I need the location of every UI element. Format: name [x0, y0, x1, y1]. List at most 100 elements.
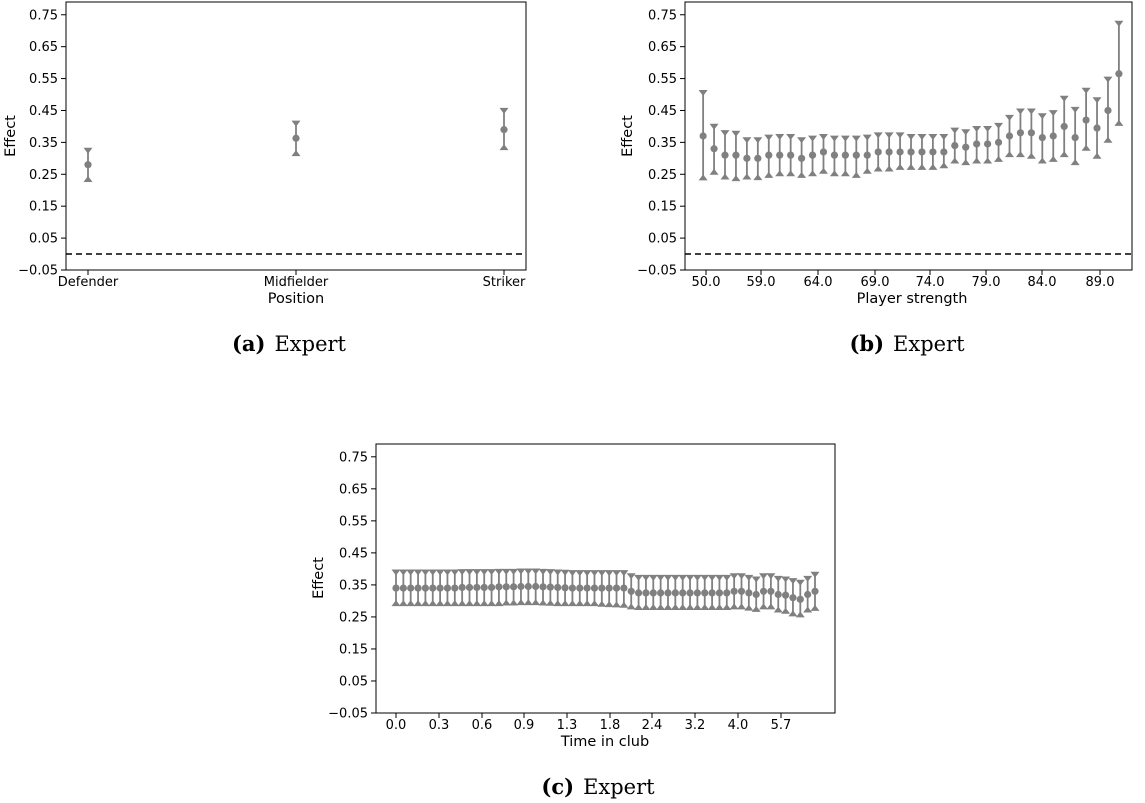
- upper-cap: [851, 135, 861, 142]
- data-point: [1049, 132, 1057, 140]
- x-tick-label: 5.7: [771, 718, 792, 733]
- lower-cap: [589, 600, 599, 607]
- x-tick-label: Midfielder: [264, 275, 329, 290]
- x-tick-label: 1.3: [557, 718, 578, 733]
- y-tick-label: 0.15: [29, 200, 58, 215]
- y-tick-label: 0.15: [648, 200, 677, 215]
- lower-cap: [472, 600, 482, 607]
- data-point: [737, 587, 746, 595]
- lower-cap: [494, 600, 504, 607]
- data-point: [292, 134, 300, 142]
- data-point: [973, 140, 981, 148]
- lower-cap: [612, 601, 622, 608]
- upper-cap: [531, 568, 541, 575]
- y-tick-label: 0.25: [648, 168, 677, 183]
- x-tick-label: 84.0: [1028, 275, 1057, 290]
- lower-cap: [972, 157, 982, 164]
- data-point: [852, 151, 860, 159]
- x-tick-label: 79.0: [972, 275, 1001, 290]
- upper-cap: [663, 574, 673, 581]
- data-point: [754, 154, 762, 162]
- lower-cap: [648, 603, 658, 610]
- lower-cap: [619, 601, 629, 608]
- lower-cap: [406, 600, 416, 607]
- lower-cap: [291, 150, 301, 157]
- lower-cap: [714, 603, 724, 610]
- y-tick-label: 0.75: [29, 8, 58, 23]
- lower-cap: [523, 599, 533, 606]
- data-point: [634, 589, 643, 597]
- lower-cap: [413, 600, 423, 607]
- data-point: [407, 584, 415, 592]
- lower-cap: [759, 603, 769, 610]
- upper-cap: [873, 132, 883, 139]
- data-point: [679, 589, 687, 597]
- upper-cap: [457, 569, 467, 576]
- upper-cap: [994, 122, 1004, 129]
- data-point: [797, 154, 806, 162]
- upper-cap: [523, 568, 533, 575]
- lower-cap: [994, 155, 1004, 162]
- upper-cap: [1081, 87, 1091, 94]
- lower-cap: [531, 599, 541, 606]
- lower-cap: [781, 607, 791, 614]
- data-point: [929, 148, 937, 156]
- upper-cap: [884, 132, 894, 139]
- upper-cap: [1026, 108, 1036, 115]
- lower-cap: [773, 606, 783, 613]
- y-tick-label: 0.75: [339, 450, 368, 465]
- lower-cap: [465, 600, 475, 607]
- lower-cap: [766, 603, 776, 610]
- upper-cap: [744, 574, 754, 581]
- x-tick-label: 2.4: [642, 718, 663, 733]
- data-point: [465, 583, 474, 592]
- y-tick-label: 0.05: [29, 232, 58, 247]
- upper-cap: [597, 570, 607, 577]
- caption-a-label: (a): [232, 331, 265, 356]
- y-tick-label: 0.75: [648, 8, 677, 23]
- data-point: [576, 584, 584, 592]
- y-tick-label: 0.05: [339, 674, 368, 689]
- upper-cap: [678, 574, 688, 581]
- lower-cap: [398, 600, 408, 607]
- lower-cap: [1037, 157, 1047, 164]
- y-axis-a: −0.05 0.05 0.15 0.25 0.35 0.45 0.55 0.65 0.75: [18, 8, 66, 279]
- upper-cap: [420, 569, 430, 576]
- y-tick-label: 0.45: [339, 546, 368, 561]
- upper-cap: [722, 574, 732, 581]
- upper-cap: [731, 130, 741, 137]
- data-point: [546, 583, 554, 591]
- data-point: [487, 583, 496, 592]
- data-point: [480, 583, 488, 592]
- upper-cap: [939, 134, 949, 140]
- lower-cap: [751, 605, 761, 612]
- upper-cap: [700, 574, 710, 581]
- upper-cap: [604, 570, 614, 577]
- lower-cap: [795, 611, 805, 618]
- panel-c: −0.05 0.05 0.15 0.25 0.35 0.45 0.55 0.65 0.75 0.…: [311, 443, 836, 799]
- data-point: [699, 132, 707, 140]
- data-point: [598, 584, 606, 592]
- data-point: [710, 145, 718, 153]
- lower-cap: [83, 176, 93, 183]
- y-tick-label: −0.05: [637, 264, 677, 279]
- x-tick-label: 59.0: [747, 275, 776, 290]
- data-point: [590, 584, 599, 592]
- lower-cap: [742, 173, 752, 180]
- data-point: [745, 589, 753, 597]
- lower-cap: [917, 163, 927, 170]
- lower-cap: [1081, 144, 1091, 151]
- upper-cap: [736, 573, 746, 580]
- upper-cap: [753, 137, 763, 144]
- upper-cap: [972, 126, 982, 133]
- data-point: [732, 151, 740, 159]
- lower-cap: [797, 171, 807, 178]
- upper-cap: [413, 569, 423, 576]
- data-point: [429, 584, 437, 592]
- caption-b-text: Expert: [893, 332, 965, 356]
- lower-cap: [428, 600, 438, 607]
- data-point: [715, 589, 724, 597]
- lower-cap: [420, 600, 430, 607]
- data-point: [84, 161, 92, 169]
- upper-cap: [575, 570, 585, 577]
